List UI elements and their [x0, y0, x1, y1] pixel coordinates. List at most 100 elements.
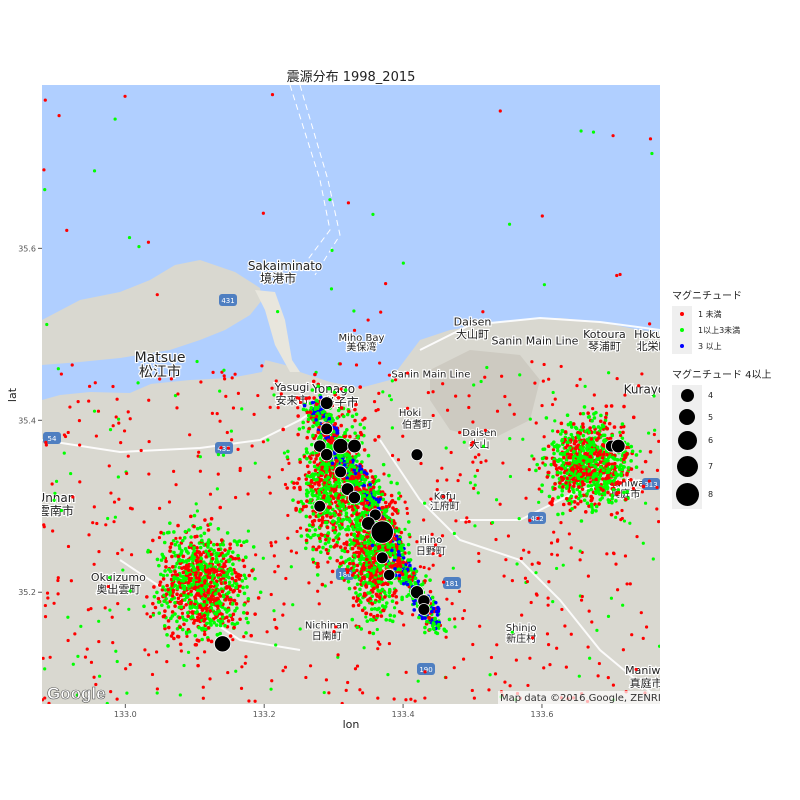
event-point: [156, 600, 161, 604]
event-point: [606, 614, 611, 618]
event-point: [176, 596, 181, 601]
event-point: [580, 480, 585, 484]
event-point: [103, 606, 107, 610]
event-point: [625, 489, 630, 494]
event-point: [579, 494, 583, 498]
event-point: [336, 516, 341, 521]
event-point: [319, 523, 323, 528]
event-point: [643, 459, 648, 464]
event-point: [234, 585, 239, 590]
event-point: [335, 543, 339, 548]
event-point: [220, 615, 225, 619]
event-point: [362, 470, 367, 474]
event-point: [384, 504, 389, 509]
event-point: [354, 523, 359, 528]
event-point: [119, 441, 123, 445]
event-point: [160, 552, 165, 557]
event-point: [193, 633, 198, 638]
event-point: [166, 587, 170, 592]
event-point: [295, 481, 300, 485]
event-point: [630, 449, 635, 454]
event-point: [567, 455, 571, 460]
event-point: [193, 534, 197, 539]
event-point: [117, 421, 121, 425]
map-label: Sanin Main Line: [391, 369, 470, 380]
event-point: [508, 437, 512, 441]
event-point: [643, 501, 648, 505]
yumigahama-spit: [255, 290, 300, 372]
event-point: [332, 432, 336, 437]
chart-title: 震源分布 1998_2015: [286, 70, 416, 85]
event-point: [186, 650, 191, 655]
event-point: [304, 675, 308, 680]
event-point: [157, 583, 162, 587]
event-point: [619, 425, 623, 429]
event-point: [380, 587, 385, 592]
event-point: [355, 664, 360, 668]
event-point: [533, 381, 537, 385]
event-point: [224, 586, 229, 590]
event-point: [246, 529, 251, 533]
lake-nakaumi: [110, 345, 268, 386]
event-point: [405, 582, 410, 587]
event-point: [640, 372, 644, 376]
event-point: [582, 405, 587, 409]
event-point: [361, 581, 366, 585]
event-point: [226, 608, 231, 612]
event-point: [568, 446, 572, 450]
event-point: [364, 557, 369, 562]
event-point: [525, 580, 529, 584]
event-point: [344, 540, 349, 545]
event-point: [635, 535, 639, 539]
event-point: [396, 496, 401, 501]
event-point: [422, 501, 427, 505]
event-point: [377, 606, 381, 611]
event-point: [308, 498, 313, 502]
event-point: [380, 604, 385, 608]
event-point: [339, 387, 343, 391]
event-point: [629, 444, 634, 449]
event-point: [355, 512, 359, 517]
map-label: 新庄村: [506, 632, 536, 645]
event-point: [601, 468, 606, 473]
event-point: [595, 445, 600, 450]
event-point: [467, 394, 471, 398]
event-point: [175, 619, 179, 624]
event-point: [336, 655, 340, 659]
event-point: [218, 623, 223, 628]
event-point: [366, 496, 370, 501]
event-point: [185, 634, 189, 638]
event-point: [359, 627, 364, 631]
event-point: [563, 466, 568, 470]
event-point: [588, 471, 593, 476]
event-point: [550, 402, 555, 407]
event-point: [404, 698, 408, 702]
event-point: [392, 591, 397, 595]
event-point: [194, 570, 198, 575]
event-point: [175, 592, 179, 596]
event-point: [202, 603, 206, 607]
event-point: [201, 685, 205, 689]
event-point: [48, 655, 52, 659]
event-point: [572, 481, 577, 485]
event-point: [205, 606, 209, 611]
event-point: [305, 450, 309, 455]
event-point: [610, 496, 614, 501]
event-point: [344, 511, 349, 515]
event-point: [411, 613, 415, 617]
event-point: [202, 632, 207, 637]
event-point: [647, 431, 651, 435]
event-point: [369, 612, 373, 617]
event-point: [87, 399, 91, 403]
event-point: [352, 532, 357, 537]
event-point: [97, 674, 102, 678]
event-point: [590, 620, 594, 624]
event-point: [390, 565, 394, 569]
event-point: [328, 544, 333, 549]
event-point: [352, 511, 356, 515]
event-point: [614, 499, 618, 503]
event-point: [128, 506, 133, 510]
event-point: [355, 459, 359, 464]
event-point: [327, 537, 332, 541]
